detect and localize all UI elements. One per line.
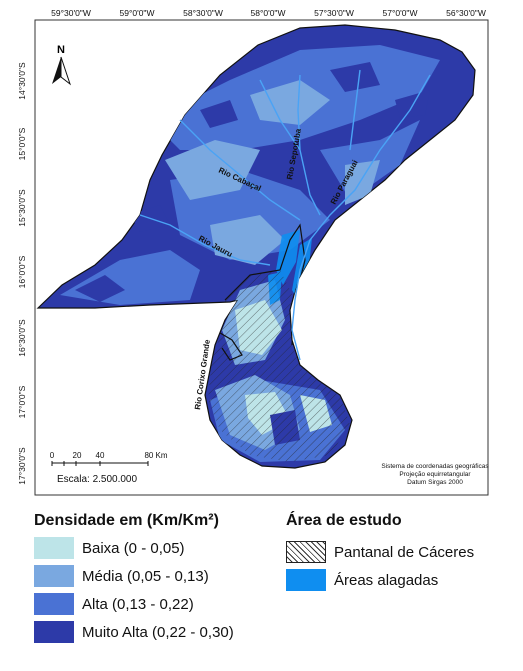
scale-text: Escala: 2.500.000: [57, 474, 137, 485]
swatch-muito-alta: [34, 621, 74, 643]
swatch-media: [34, 565, 74, 587]
river-cabacal-line: [179, 119, 301, 221]
scale-tick-label: 20: [73, 451, 82, 460]
lon-label: 57°0'0"W: [383, 8, 418, 18]
scale-tick-label: 80 Km: [144, 451, 167, 460]
swatch-alta: [34, 593, 74, 615]
lon-label: 58°0'0"W: [251, 8, 286, 18]
legend-item-muito-alta: Muito Alta (0,22 - 0,30): [34, 621, 234, 643]
swatch-baixa: [34, 537, 74, 559]
lon-label: 56°30'0"W: [446, 8, 486, 18]
scale-tick-label: 40: [96, 451, 105, 460]
projection-line: Sistema de coordenadas geográficas: [381, 463, 489, 470]
swatch-alagadas: [286, 569, 326, 591]
projection-line: Datum Sirgas 2000: [407, 479, 463, 486]
lon-label: 57°30'0"W: [314, 8, 354, 18]
legend-item-pantanal: Pantanal de Cáceres: [286, 541, 474, 563]
legend-label: Média (0,05 - 0,13): [82, 567, 209, 585]
legend-item-alta: Alta (0,13 - 0,22): [34, 593, 194, 615]
density-legend-title: Densidade em (Km/Km²): [34, 512, 219, 529]
legend-label: Muito Alta (0,22 - 0,30): [82, 623, 234, 641]
north-arrow-label: N: [57, 44, 65, 56]
legend-label: Alta (0,13 - 0,22): [82, 595, 194, 613]
scale-bar: 0 20 40 80 Km Escala: 2.500.000: [50, 451, 168, 485]
legend-item-media: Média (0,05 - 0,13): [34, 565, 209, 587]
lat-label: 16°30'0"S: [17, 319, 27, 357]
north-arrow-icon: [52, 57, 61, 84]
river-jauru-line: [139, 214, 271, 266]
scale-tick-label: 0: [50, 451, 55, 460]
top-coordinate-labels: 59°30'0"W 59°0'0"W 58°30'0"W 58°0'0"W 57…: [51, 8, 486, 18]
study-area-legend-title: Área de estudo: [286, 512, 402, 529]
left-coordinate-labels: 14°30'0"S 15°0'0"S 15°30'0"S 16°0'0"S 16…: [17, 62, 27, 485]
legend-item-baixa: Baixa (0 - 0,05): [34, 537, 185, 559]
rivers: [139, 69, 431, 361]
river-tributary-line-2: [349, 69, 361, 151]
lat-label: 17°30'0"S: [17, 447, 27, 485]
lat-label: 16°0'0"S: [17, 255, 27, 288]
projection-info: Sistema de coordenadas geográficas Proje…: [381, 463, 489, 486]
lon-label: 59°0'0"W: [120, 8, 155, 18]
legend-label: Baixa (0 - 0,05): [82, 539, 185, 557]
legend-label: Áreas alagadas: [334, 571, 439, 589]
swatch-pantanal-hatch: [286, 541, 326, 563]
lat-label: 14°30'0"S: [17, 62, 27, 100]
river-tributary-line: [259, 79, 301, 151]
projection-line: Projeção equirretangular: [399, 471, 471, 478]
map-svg: Rio Cabaçal Rio Sepotuba Rio Paraguai Ri…: [17, 8, 489, 496]
legend-item-alagadas: Áreas alagadas: [286, 569, 438, 591]
lon-label: 58°30'0"W: [183, 8, 223, 18]
lat-label: 15°0'0"S: [17, 127, 27, 160]
lat-label: 15°30'0"S: [17, 189, 27, 227]
river-paraguai-line: [291, 74, 431, 361]
north-arrow: N: [52, 44, 71, 86]
lat-label: 17°0'0"S: [17, 385, 27, 418]
legend-label: Pantanal de Cáceres: [334, 543, 475, 561]
map-frame: Rio Cabaçal Rio Sepotuba Rio Paraguai Ri…: [17, 8, 489, 496]
pantanal-de-caceres-area: [208, 270, 350, 462]
lon-label: 59°30'0"W: [51, 8, 91, 18]
